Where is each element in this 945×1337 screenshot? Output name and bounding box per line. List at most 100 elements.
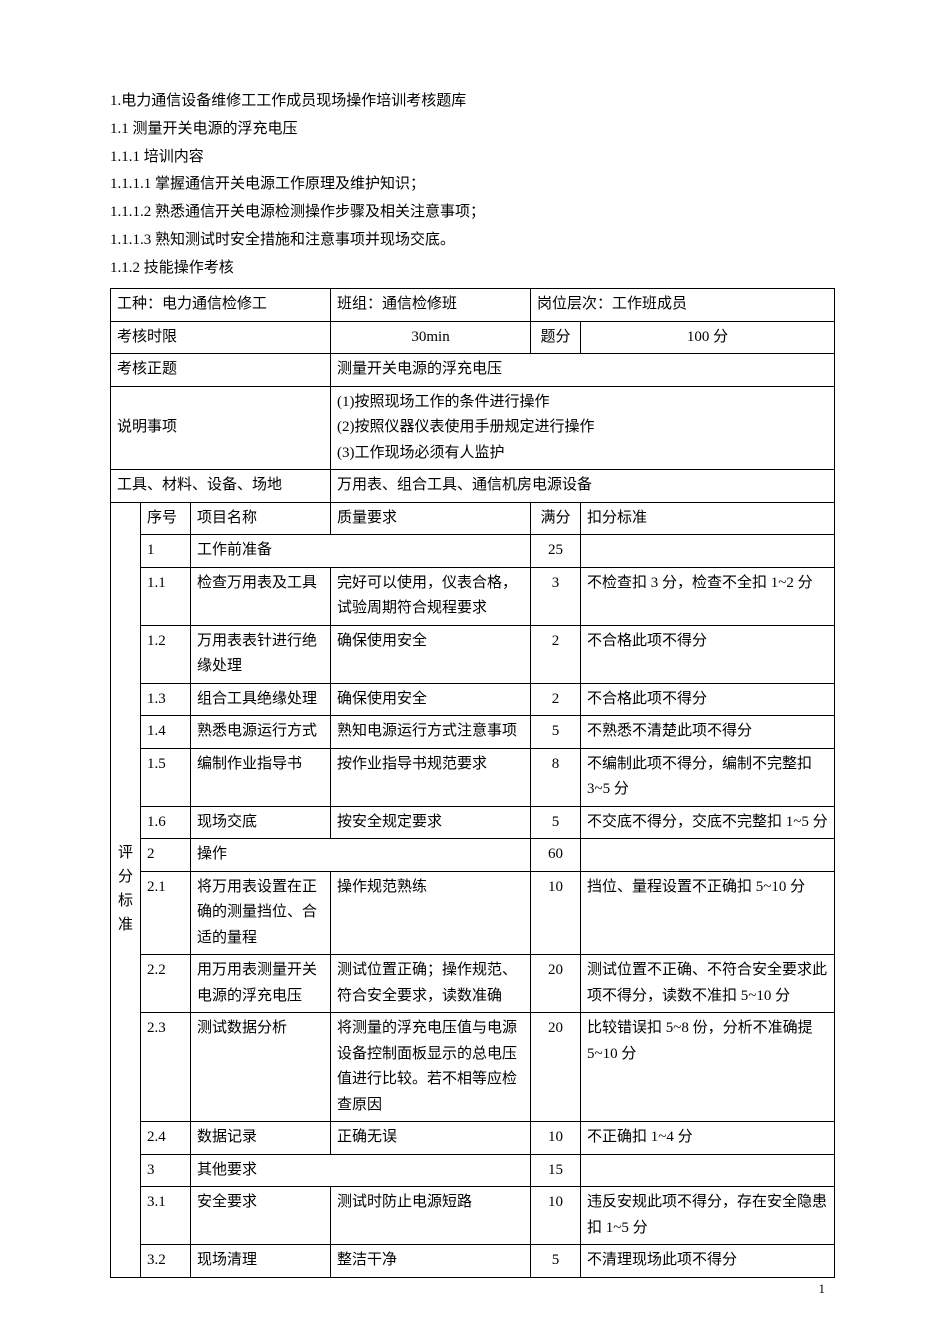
cell-item: 现场清理 — [191, 1245, 331, 1278]
cell-seq: 1.2 — [141, 625, 191, 683]
table-row: 1.5 编制作业指导书 按作业指导书规范要求 8 不编制此项不得分，编制不完整扣… — [111, 748, 835, 806]
table-row: 1.2 万用表表针进行绝缘处理 确保使用安全 2 不合格此项不得分 — [111, 625, 835, 683]
cell-full: 10 — [531, 871, 581, 955]
work-type-cell: 工种：电力通信检修工 — [111, 289, 331, 322]
cell-item: 数据记录 — [191, 1122, 331, 1155]
cell-full: 5 — [531, 716, 581, 749]
table-row: 考核正题 测量开关电源的浮充电压 — [111, 354, 835, 387]
page-number: 1 — [819, 1281, 826, 1297]
cell-full: 60 — [531, 839, 581, 872]
cell-full: 2 — [531, 683, 581, 716]
cell-item: 检查万用表及工具 — [191, 567, 331, 625]
table-row: 1.3 组合工具绝缘处理 确保使用安全 2 不合格此项不得分 — [111, 683, 835, 716]
cell-req: 确保使用安全 — [331, 625, 531, 683]
tools-label: 工具、材料、设备、场地 — [111, 470, 331, 503]
cell-ded: 违反安规此项不得分，存在安全隐患扣 1~5 分 — [581, 1187, 835, 1245]
table-row: 3.2 现场清理 整洁干净 5 不清理现场此项不得分 — [111, 1245, 835, 1278]
table-row: 工种：电力通信检修工 班组：通信检修班 岗位层次：工作班成员 — [111, 289, 835, 322]
table-row: 1.1 检查万用表及工具 完好可以使用，仪表合格，试验周期符合规程要求 3 不检… — [111, 567, 835, 625]
table-row: 2.4 数据记录 正确无误 10 不正确扣 1~4 分 — [111, 1122, 835, 1155]
topic-label: 考核正题 — [111, 354, 331, 387]
cell-item: 其他要求 — [191, 1154, 531, 1187]
table-row: 2.1 将万用表设置在正确的测量挡位、合适的量程 操作规范熟练 10 挡位、量程… — [111, 871, 835, 955]
cell-ded: 不交底不得分，交底不完整扣 1~5 分 — [581, 806, 835, 839]
heading-1-1: 1.1 测量开关电源的浮充电压 — [110, 116, 835, 144]
cell-item: 工作前准备 — [191, 535, 531, 568]
cell-full: 8 — [531, 748, 581, 806]
table-row: 3.1 安全要求 测试时防止电源短路 10 违反安规此项不得分，存在安全隐患扣 … — [111, 1187, 835, 1245]
cell-ded: 不熟悉不清楚此项不得分 — [581, 716, 835, 749]
col-item: 项目名称 — [191, 502, 331, 535]
cell-item: 测试数据分析 — [191, 1013, 331, 1122]
table-row: 考核时限 30min 题分 100 分 — [111, 321, 835, 354]
cell-ded — [581, 535, 835, 568]
scoring-vertical-label: 评分标准 — [111, 502, 141, 1277]
cell-req: 按安全规定要求 — [331, 806, 531, 839]
table-row: 1.6 现场交底 按安全规定要求 5 不交底不得分，交底不完整扣 1~5 分 — [111, 806, 835, 839]
cell-full: 20 — [531, 1013, 581, 1122]
assessment-table: 工种：电力通信检修工 班组：通信检修班 岗位层次：工作班成员 考核时限 30mi… — [110, 288, 835, 1278]
col-req: 质量要求 — [331, 502, 531, 535]
table-row: 2 操作 60 — [111, 839, 835, 872]
cell-seq: 2.2 — [141, 955, 191, 1013]
score-value: 100 分 — [581, 321, 835, 354]
cell-seq: 3 — [141, 1154, 191, 1187]
post-cell: 岗位层次：工作班成员 — [531, 289, 835, 322]
cell-item: 编制作业指导书 — [191, 748, 331, 806]
table-row: 说明事项 (1)按照现场工作的条件进行操作 (2)按照仪器仪表使用手册规定进行操… — [111, 386, 835, 470]
cell-ded: 挡位、量程设置不正确扣 5~10 分 — [581, 871, 835, 955]
cell-req: 确保使用安全 — [331, 683, 531, 716]
cell-ded: 不检查扣 3 分，检查不全扣 1~2 分 — [581, 567, 835, 625]
cell-full: 15 — [531, 1154, 581, 1187]
cell-item: 组合工具绝缘处理 — [191, 683, 331, 716]
cell-full: 25 — [531, 535, 581, 568]
cell-seq: 2 — [141, 839, 191, 872]
table-row: 评分标准 序号 项目名称 质量要求 满分 扣分标准 — [111, 502, 835, 535]
col-ded: 扣分标准 — [581, 502, 835, 535]
table-row: 1.4 熟悉电源运行方式 熟知电源运行方式注意事项 5 不熟悉不清楚此项不得分 — [111, 716, 835, 749]
cell-full: 5 — [531, 806, 581, 839]
team-cell: 班组：通信检修班 — [331, 289, 531, 322]
cell-item: 安全要求 — [191, 1187, 331, 1245]
cell-item: 将万用表设置在正确的测量挡位、合适的量程 — [191, 871, 331, 955]
cell-seq: 1.3 — [141, 683, 191, 716]
cell-seq: 1.5 — [141, 748, 191, 806]
cell-full: 3 — [531, 567, 581, 625]
table-row: 2.3 测试数据分析 将测量的浮充电压值与电源设备控制面板显示的总电压值进行比较… — [111, 1013, 835, 1122]
cell-item: 熟悉电源运行方式 — [191, 716, 331, 749]
cell-ded — [581, 839, 835, 872]
cell-seq: 2.1 — [141, 871, 191, 955]
cell-item: 现场交底 — [191, 806, 331, 839]
cell-seq: 1.6 — [141, 806, 191, 839]
cell-seq: 1 — [141, 535, 191, 568]
cell-seq: 2.3 — [141, 1013, 191, 1122]
cell-seq: 1.4 — [141, 716, 191, 749]
cell-full: 5 — [531, 1245, 581, 1278]
table-row: 工具、材料、设备、场地 万用表、组合工具、通信机房电源设备 — [111, 470, 835, 503]
note-1: (1)按照现场工作的条件进行操作 — [337, 390, 828, 416]
cell-ded: 不正确扣 1~4 分 — [581, 1122, 835, 1155]
cell-req: 将测量的浮充电压值与电源设备控制面板显示的总电压值进行比较。若不相等应检查原因 — [331, 1013, 531, 1122]
heading-1-1-1: 1.1.1 培训内容 — [110, 144, 835, 172]
cell-item: 万用表表针进行绝缘处理 — [191, 625, 331, 683]
heading-1-1-1-3: 1.1.1.3 熟知测试时安全措施和注意事项并现场交底。 — [110, 227, 835, 255]
topic-value: 测量开关电源的浮充电压 — [331, 354, 835, 387]
heading-1: 1.电力通信设备维修工工作成员现场操作培训考核题库 — [110, 88, 835, 116]
heading-1-1-2: 1.1.2 技能操作考核 — [110, 255, 835, 283]
note-3: (3)工作现场必须有人监护 — [337, 441, 828, 467]
cell-req: 整洁干净 — [331, 1245, 531, 1278]
cell-req: 正确无误 — [331, 1122, 531, 1155]
time-limit-value: 30min — [331, 321, 531, 354]
cell-ded: 测试位置不正确、不符合安全要求此项不得分，读数不准扣 5~10 分 — [581, 955, 835, 1013]
cell-ded: 不合格此项不得分 — [581, 625, 835, 683]
cell-ded — [581, 1154, 835, 1187]
cell-full: 20 — [531, 955, 581, 1013]
cell-req: 熟知电源运行方式注意事项 — [331, 716, 531, 749]
table-row: 2.2 用万用表测量开关电源的浮充电压 测试位置正确；操作规范、符合安全要求，读… — [111, 955, 835, 1013]
tools-value: 万用表、组合工具、通信机房电源设备 — [331, 470, 835, 503]
cell-item: 操作 — [191, 839, 531, 872]
time-limit-label: 考核时限 — [111, 321, 331, 354]
score-label: 题分 — [531, 321, 581, 354]
cell-seq: 3.1 — [141, 1187, 191, 1245]
cell-req: 测试时防止电源短路 — [331, 1187, 531, 1245]
